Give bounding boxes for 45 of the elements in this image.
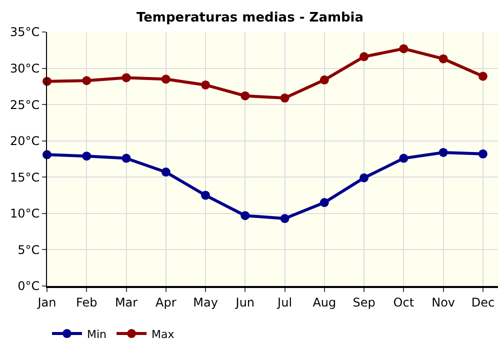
- y-tick-label: 15°C: [10, 170, 40, 184]
- x-tick-label: Feb: [76, 295, 98, 310]
- point: [438, 148, 448, 157]
- point: [161, 74, 170, 84]
- legend-label: Min: [87, 328, 107, 341]
- y-tick-label: 0°C: [18, 279, 40, 294]
- point: [122, 154, 131, 163]
- x-tick-label: Apr: [156, 295, 176, 310]
- x-tick-label: Mar: [114, 295, 138, 310]
- x-tick-label: Oct: [393, 295, 414, 310]
- x-tick-label: Jan: [36, 295, 56, 310]
- point: [161, 168, 170, 177]
- x-tick-label: Jun: [234, 295, 255, 310]
- point: [82, 152, 92, 161]
- point: [478, 149, 488, 158]
- legend-label: Max: [152, 328, 175, 341]
- point: [240, 211, 250, 220]
- x-tick-label: Jul: [276, 295, 292, 310]
- x-tick-label: Nov: [432, 295, 456, 310]
- y-tick-label: 25°C: [10, 98, 40, 112]
- point: [399, 44, 408, 54]
- point: [240, 91, 250, 100]
- x-tick-label: Aug: [312, 295, 336, 310]
- point: [438, 54, 448, 64]
- y-tick-label: 35°C: [10, 25, 40, 40]
- point: [201, 80, 210, 90]
- point: [360, 173, 369, 182]
- point: [82, 76, 92, 86]
- x-tick-label: Sep: [352, 295, 376, 310]
- point: [280, 94, 290, 103]
- chart-title: Temperaturas medias - Zambia: [136, 10, 364, 26]
- point: [360, 52, 369, 62]
- y-tick-label: 30°C: [10, 61, 40, 76]
- x-tick-label: May: [193, 295, 218, 310]
- x-tick-label: Dec: [471, 295, 495, 310]
- point: [478, 72, 488, 81]
- point: [122, 73, 131, 82]
- point: [280, 214, 290, 224]
- y-tick-label: 5°C: [18, 242, 40, 257]
- y-tick-label: 10°C: [10, 206, 40, 221]
- point: [201, 190, 210, 200]
- point: [320, 198, 329, 208]
- y-tick-label: 20°C: [10, 134, 40, 148]
- point: [320, 75, 329, 84]
- point: [399, 154, 408, 163]
